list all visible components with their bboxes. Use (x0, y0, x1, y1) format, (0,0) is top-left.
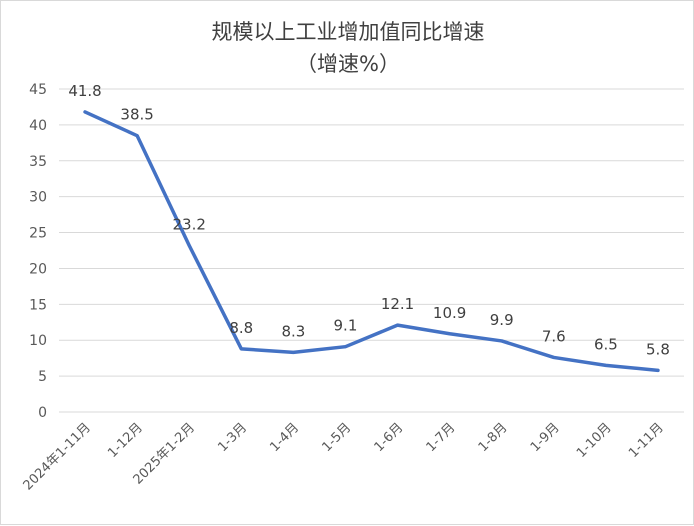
y-tick-label: 10 (29, 333, 47, 349)
data-label: 9.9 (490, 311, 514, 329)
series-line (83, 110, 660, 373)
y-tick-label: 15 (29, 297, 47, 313)
data-point (135, 134, 139, 138)
data-point (239, 347, 243, 351)
y-tick-label: 20 (29, 261, 47, 277)
data-point (343, 345, 347, 349)
data-point (604, 363, 608, 367)
x-tick-label: 1-4月 (267, 420, 302, 455)
x-tick-label: 1-6月 (372, 420, 407, 455)
data-point (500, 339, 504, 343)
data-point (396, 323, 400, 327)
y-tick-label: 25 (29, 226, 47, 242)
x-tick-label: 1-8月 (476, 420, 511, 455)
data-label: 6.5 (594, 335, 618, 353)
data-label: 12.1 (381, 295, 414, 313)
y-tick-label: 35 (29, 154, 47, 170)
data-label: 10.9 (433, 304, 466, 322)
data-label: 41.8 (68, 82, 101, 100)
y-tick-label: 0 (38, 405, 47, 421)
data-label: 5.8 (646, 340, 670, 358)
x-tick-label: 2024年1-11月 (21, 420, 94, 493)
y-tick-label: 45 (29, 82, 47, 98)
x-tick-label: 1-7月 (424, 420, 459, 455)
chart-title: 规模以上工业增加值同比增速 (212, 20, 485, 44)
data-label: 38.5 (120, 106, 153, 124)
y-tick-label: 40 (29, 118, 47, 134)
x-tick-label: 1-9月 (528, 420, 563, 455)
data-label: 9.1 (334, 317, 358, 335)
data-point (448, 332, 452, 336)
data-label: 8.8 (229, 319, 253, 337)
data-point (552, 355, 556, 359)
x-tick-label: 1-12月 (105, 420, 146, 461)
data-label: 23.2 (173, 215, 206, 233)
data-point (187, 243, 191, 247)
chart-subtitle: （增速%） (296, 52, 400, 76)
data-point (291, 350, 295, 354)
x-tick-label: 1-10月 (574, 420, 615, 461)
x-tick-label: 1-5月 (319, 420, 354, 455)
data-label: 7.6 (542, 327, 566, 345)
data-point (83, 110, 87, 114)
data-label: 8.3 (281, 322, 305, 340)
y-tick-label: 5 (38, 369, 47, 385)
x-tick-label: 1-11月 (626, 420, 667, 461)
x-tick-label: 1-3月 (215, 420, 250, 455)
data-point (656, 368, 660, 372)
y-tick-label: 30 (29, 190, 47, 206)
